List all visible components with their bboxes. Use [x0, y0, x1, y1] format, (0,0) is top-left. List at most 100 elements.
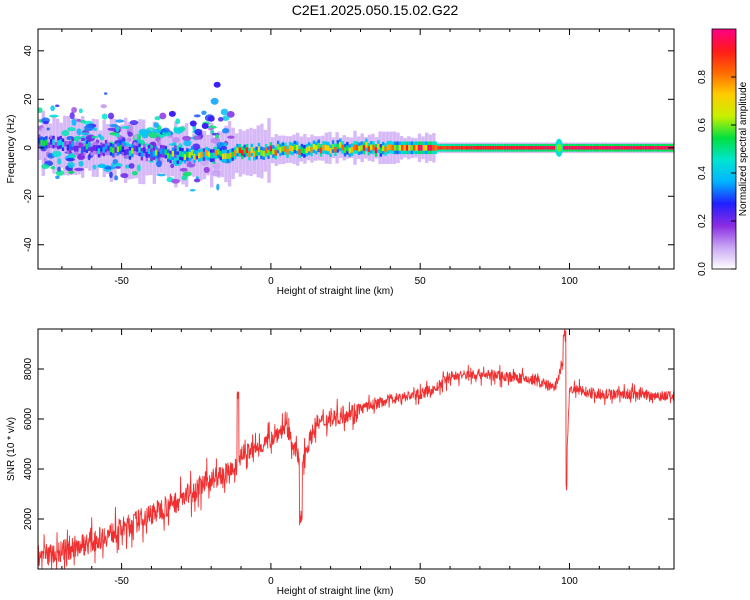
spectral-ridge-core	[324, 144, 328, 151]
spectral-ridge-core	[64, 140, 67, 147]
spectral-ridge-core	[319, 147, 323, 154]
spectral-ridge-core	[69, 144, 72, 151]
spectral-speckle	[138, 128, 149, 136]
spectral-ridge-core	[534, 146, 538, 150]
spectral-ridge-core	[403, 144, 406, 151]
spectral-ridge-core	[456, 146, 459, 150]
spectral-ridge-core	[95, 145, 98, 152]
spectral-speckle	[157, 139, 161, 146]
spectral-ridge-core	[522, 146, 526, 150]
spectral-ridge-core	[343, 147, 347, 153]
spectral-ridge-core	[370, 144, 373, 151]
spectral-speckle	[52, 150, 62, 158]
spectral-speckle	[203, 166, 210, 174]
spectral-ridge-core	[307, 145, 311, 152]
spectral-speckle	[126, 137, 132, 142]
spectral-speckle	[217, 117, 224, 122]
spectral-ridge-core	[336, 143, 339, 150]
spectral-ridge-core	[178, 150, 182, 157]
spectral-speckle	[129, 120, 139, 126]
spectral-ridge-core	[520, 146, 523, 150]
spectral-ridge-core	[420, 144, 423, 151]
spectral-ridge-core	[549, 146, 552, 150]
spectral-speckle	[220, 108, 229, 116]
spectrogram-y-tick-label: 40	[23, 45, 34, 57]
spectral-speckle	[87, 154, 91, 161]
spectral-speckle	[76, 128, 82, 136]
spectral-speckle	[136, 164, 141, 172]
spectral-ridge-core	[166, 152, 170, 159]
spectral-ridge-core	[119, 144, 122, 151]
spectral-ridge-core	[573, 146, 576, 150]
spectrogram-y-tick-label: 0	[23, 145, 34, 151]
snr-y-tick-label: 2000	[23, 507, 34, 530]
spectral-speckle	[78, 160, 84, 167]
spectral-ridge-core	[413, 144, 416, 151]
spectrogram-y-tick-label: -20	[23, 189, 34, 204]
spectral-ridge-core	[372, 144, 375, 151]
spectral-ridge-core	[236, 147, 239, 154]
spectral-ridge-core	[542, 146, 545, 150]
spectral-speckle	[179, 167, 188, 172]
spectral-speckle	[109, 124, 119, 128]
spectral-speckle	[210, 97, 219, 105]
spectral-ridge-core	[360, 144, 363, 151]
spectral-speckle	[80, 132, 90, 136]
spectral-speckle	[212, 162, 221, 170]
spectral-ridge-core	[637, 146, 640, 150]
spectral-speckle	[78, 108, 83, 114]
spectral-ridge-core	[410, 144, 414, 151]
spectral-speckle	[110, 162, 115, 170]
spectral-ridge-core	[145, 152, 148, 158]
spectral-ridge-core	[214, 150, 218, 156]
spectral-ridge-core	[310, 147, 313, 153]
spectral-ridge-core	[632, 146, 636, 150]
spectral-ridge-core	[348, 147, 351, 154]
spectral-speckle	[55, 175, 60, 179]
spectral-ridge-core	[589, 146, 593, 150]
spectral-speckle	[213, 81, 221, 88]
spectral-speckle	[227, 135, 235, 139]
spectral-ridge-core	[446, 146, 449, 150]
spectral-ridge-core	[128, 150, 132, 157]
spectral-speckle	[201, 110, 207, 116]
spectral-ridge-core	[389, 144, 392, 150]
spectral-speckle	[170, 163, 175, 169]
spectral-ridge-core	[97, 148, 101, 155]
spectral-ridge-core	[291, 146, 294, 152]
spectrogram-y-tick-label: 20	[23, 93, 34, 105]
spectral-ridge-core	[264, 147, 268, 154]
spectral-ridge-core	[140, 151, 144, 157]
spectral-ridge-core	[381, 145, 385, 152]
snr-y-tick-label: 6000	[23, 407, 34, 430]
spectral-ridge-core	[152, 150, 156, 157]
spectral-ridge-core	[260, 150, 263, 156]
spectral-speckle	[107, 127, 116, 131]
spectral-ridge-core	[276, 144, 280, 150]
spectral-speckle	[131, 171, 138, 176]
spectral-speckle	[120, 126, 131, 129]
spectral-ridge-core	[477, 146, 480, 150]
spectral-ridge-core	[226, 153, 230, 160]
spectral-ridge-core	[377, 143, 380, 150]
snr-x-tick-label: 0	[268, 576, 274, 587]
spectral-ridge-core	[429, 144, 433, 151]
spectrogram-x-tick-label: -50	[114, 276, 129, 287]
spectral-ridge-core	[76, 145, 79, 152]
spectral-ridge-core	[131, 147, 134, 154]
spectral-ridge-core	[472, 146, 476, 150]
spectral-speckle	[192, 135, 202, 141]
spectral-speckle	[50, 105, 55, 112]
colorbar	[711, 28, 737, 270]
spectral-ridge-core	[604, 146, 607, 150]
spectral-speckle	[151, 128, 162, 134]
spectral-ridge-core	[494, 146, 497, 150]
spectral-ridge-core	[642, 146, 645, 150]
spectral-ridge-core	[470, 146, 473, 150]
spectral-speckle	[221, 127, 230, 134]
spectral-ridge-core	[245, 147, 249, 154]
spectral-ridge-core	[539, 146, 543, 150]
spectral-ridge-core	[281, 145, 285, 152]
spectral-ridge-core	[295, 144, 299, 151]
spectral-ridge-core	[303, 148, 306, 155]
